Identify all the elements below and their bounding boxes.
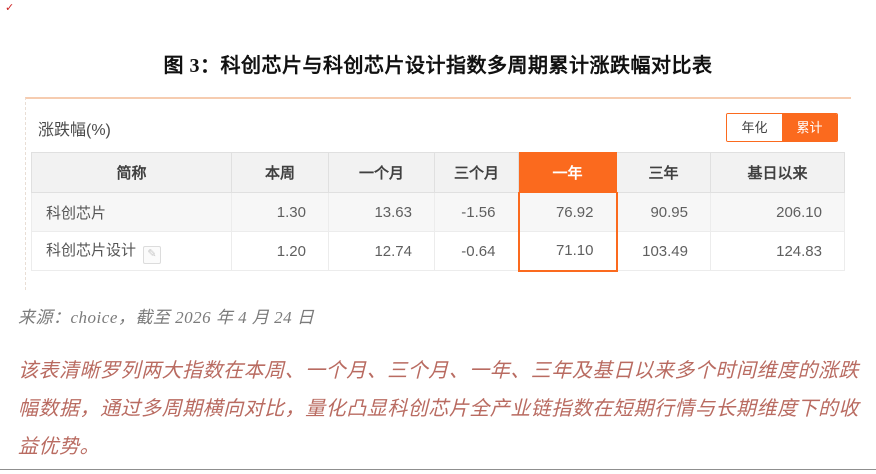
index-name: 科创芯片设计 bbox=[46, 241, 137, 259]
toggle-cumulative-button[interactable]: 累计 bbox=[782, 114, 837, 141]
revision-mark: ✓ bbox=[5, 2, 15, 14]
value-cell: 1.20 bbox=[231, 231, 329, 271]
toggle-annualized-button[interactable]: 年化 bbox=[727, 114, 782, 141]
page-divider bbox=[0, 469, 876, 470]
value-cell: 206.10 bbox=[710, 192, 845, 232]
table-row: 科创芯片 1.30 13.63 -1.56 76.92 90.95 206.10 bbox=[31, 192, 845, 232]
column-header-3year[interactable]: 三年 bbox=[616, 152, 711, 193]
source-note: 来源：choice，截至 2026 年 4 月 24 日 bbox=[18, 308, 315, 327]
value-cell-highlighted: 76.92 bbox=[517, 192, 618, 232]
value-cell: 13.63 bbox=[328, 192, 435, 232]
value-cell: 103.49 bbox=[616, 231, 711, 271]
value-cell-highlighted: 71.10 bbox=[517, 231, 618, 272]
performance-widget: 涨跌幅(%) 年化 累计 简称 本周 一个月 三个月 一年 三年 基日以来 科创… bbox=[25, 97, 851, 290]
index-name: 科创芯片 bbox=[46, 204, 107, 222]
value-cell: 1.30 bbox=[231, 192, 329, 232]
table-header-row: 简称 本周 一个月 三个月 一年 三年 基日以来 bbox=[31, 152, 845, 193]
performance-table: 简称 本周 一个月 三个月 一年 三年 基日以来 科创芯片 1.30 13.63… bbox=[31, 152, 845, 272]
value-cell: -0.64 bbox=[434, 231, 519, 271]
column-header-week[interactable]: 本周 bbox=[231, 152, 329, 193]
value-cell: 90.95 bbox=[616, 192, 711, 232]
column-header-1month[interactable]: 一个月 bbox=[328, 152, 435, 193]
period-mode-toggle: 年化 累计 bbox=[726, 113, 838, 142]
edit-icon[interactable]: ✎ bbox=[143, 245, 162, 264]
column-header-since-base[interactable]: 基日以来 bbox=[710, 152, 845, 193]
value-cell: 12.74 bbox=[328, 231, 435, 271]
commentary-paragraph: 该表清晰罗列两大指数在本周、一个月、三个月、一年、三年及基日以来多个时间维度的涨… bbox=[18, 360, 859, 458]
value-cell: -1.56 bbox=[434, 192, 519, 232]
value-cell: 124.83 bbox=[710, 231, 845, 271]
metric-label: 涨跌幅(%) bbox=[38, 122, 111, 139]
index-name-cell: 科创芯片设计 ✎ bbox=[31, 231, 232, 271]
figure-caption: 图 3：科创芯片与科创芯片设计指数多周期累计涨跌幅对比表 bbox=[163, 55, 713, 77]
column-header-name: 简称 bbox=[31, 152, 232, 193]
table-row: 科创芯片设计 ✎ 1.20 12.74 -0.64 71.10 103.49 12… bbox=[31, 231, 845, 272]
column-header-3month[interactable]: 三个月 bbox=[434, 152, 519, 193]
index-name-cell: 科创芯片 bbox=[31, 192, 232, 232]
column-header-1year-selected[interactable]: 一年 bbox=[518, 152, 617, 193]
